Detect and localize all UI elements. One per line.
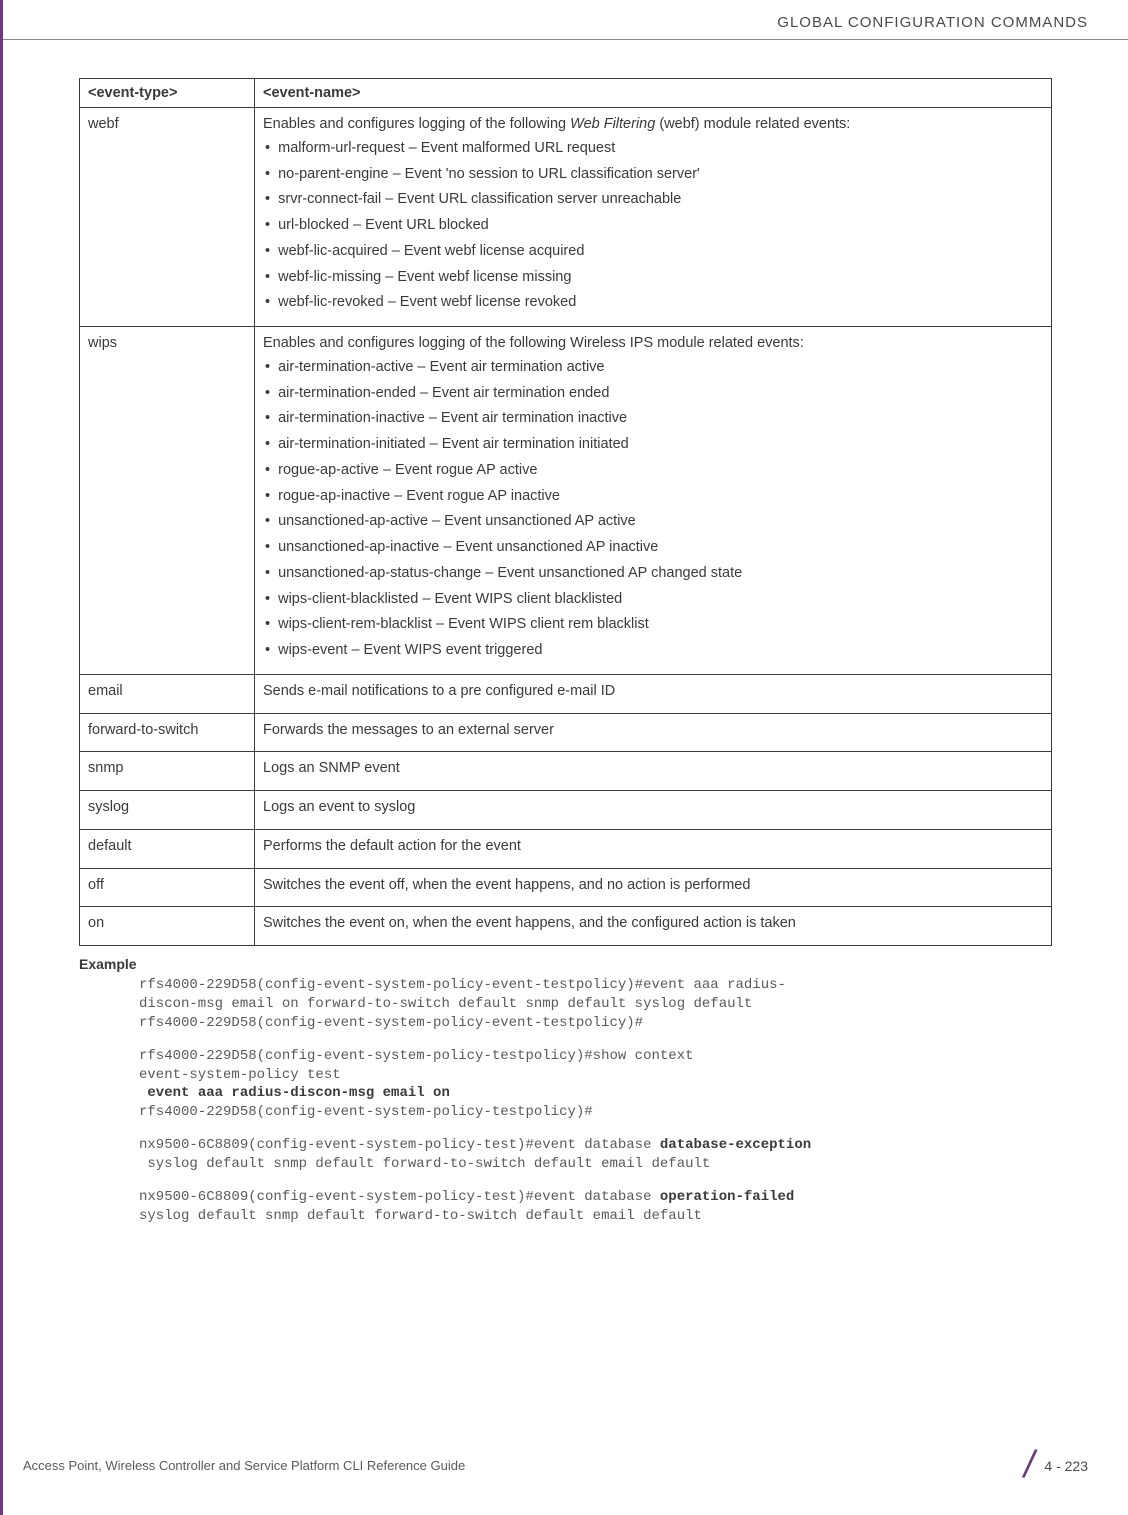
header-title: GLOBAL CONFIGURATION COMMANDS [777,14,1088,31]
list-item: unsanctioned-ap-active – Event unsanctio… [265,509,1043,535]
footer-text: Access Point, Wireless Controller and Se… [23,1458,465,1473]
list-item: url-blocked – Event URL blocked [265,213,1043,239]
cell-key-forward: forward-to-switch [80,713,255,752]
example-label: Example [79,956,1052,972]
cell-desc-off: Switches the event off, when the event h… [255,868,1052,907]
slash-icon: / [1024,1444,1035,1487]
list-item: unsanctioned-ap-status-change – Event un… [265,561,1043,587]
cell-desc-default: Performs the default action for the even… [255,829,1052,868]
list-item: wips-client-rem-blacklist – Event WIPS c… [265,612,1043,638]
page-footer: Access Point, Wireless Controller and Se… [3,1444,1128,1487]
list-item: srvr-connect-fail – Event URL classifica… [265,187,1043,213]
cell-key-email: email [80,674,255,713]
cell-key-snmp: snmp [80,752,255,791]
cell-key-off: off [80,868,255,907]
th-event-type: <event-type> [80,79,255,108]
list-item: air-termination-inactive – Event air ter… [265,406,1043,432]
table-row: snmp Logs an SNMP event [80,752,1052,791]
page-header: GLOBAL CONFIGURATION COMMANDS [3,0,1128,40]
event-table: <event-type> <event-name> webf Enables a… [79,78,1052,946]
code-line: rfs4000-229D58(config-event-system-polic… [139,1048,694,1083]
code-pre: nx9500-6C8809(config-event-system-policy… [139,1189,660,1205]
table-row: on Switches the event on, when the event… [80,907,1052,946]
list-item: no-parent-engine – Event 'no session to … [265,162,1043,188]
wips-intro: Enables and configures logging of the fo… [263,335,804,351]
list-item: webf-lic-acquired – Event webf license a… [265,239,1043,265]
cell-desc-wips: Enables and configures logging of the fo… [255,327,1052,675]
cell-desc-webf: Enables and configures logging of the fo… [255,108,1052,327]
list-item: wips-client-blacklisted – Event WIPS cli… [265,587,1043,613]
code-bold: database-exception [660,1137,811,1153]
list-item: webf-lic-missing – Event webf license mi… [265,265,1043,291]
webf-intro-italic: Web Filtering [570,116,655,132]
code-block-3: nx9500-6C8809(config-event-system-policy… [139,1136,1052,1174]
code-bold: operation-failed [660,1189,794,1205]
code-block-4: nx9500-6C8809(config-event-system-policy… [139,1188,1052,1226]
webf-intro-pre: Enables and configures logging of the fo… [263,116,570,132]
cell-key-syslog: syslog [80,791,255,830]
cell-desc-syslog: Logs an event to syslog [255,791,1052,830]
code-bold: event aaa radius-discon-msg email on [139,1085,450,1101]
page-number: 4 - 223 [1044,1458,1088,1474]
table-row: syslog Logs an event to syslog [80,791,1052,830]
table-row: forward-to-switch Forwards the messages … [80,713,1052,752]
code-post: syslog default snmp default forward-to-s… [139,1156,710,1172]
table-row: wips Enables and configures logging of t… [80,327,1052,675]
table-row: default Performs the default action for … [80,829,1052,868]
code-block-2: rfs4000-229D58(config-event-system-polic… [139,1047,1052,1123]
list-item: air-termination-ended – Event air termin… [265,381,1043,407]
wips-list: air-termination-active – Event air termi… [263,355,1043,664]
cell-key-on: on [80,907,255,946]
list-item: rogue-ap-active – Event rogue AP active [265,458,1043,484]
cell-desc-email: Sends e-mail notifications to a pre conf… [255,674,1052,713]
code-block-1: rfs4000-229D58(config-event-system-polic… [139,976,1052,1033]
code-line: rfs4000-229D58(config-event-system-polic… [139,1104,593,1120]
table-header-row: <event-type> <event-name> [80,79,1052,108]
list-item: webf-lic-revoked – Event webf license re… [265,290,1043,316]
table-row: webf Enables and configures logging of t… [80,108,1052,327]
th-event-name: <event-name> [255,79,1052,108]
footer-right: / 4 - 223 [1024,1444,1088,1487]
list-item: air-termination-active – Event air termi… [265,355,1043,381]
code-post: syslog default snmp default forward-to-s… [139,1208,702,1224]
list-item: unsanctioned-ap-inactive – Event unsanct… [265,535,1043,561]
cell-key-default: default [80,829,255,868]
list-item: air-termination-initiated – Event air te… [265,432,1043,458]
cell-desc-on: Switches the event on, when the event ha… [255,907,1052,946]
webf-list: malform-url-request – Event malformed UR… [263,136,1043,316]
cell-key-wips: wips [80,327,255,675]
cell-desc-forward: Forwards the messages to an external ser… [255,713,1052,752]
code-pre: nx9500-6C8809(config-event-system-policy… [139,1137,660,1153]
cell-key-webf: webf [80,108,255,327]
list-item: rogue-ap-inactive – Event rogue AP inact… [265,484,1043,510]
footer-line: Access Point, Wireless Controller and Se… [23,1444,1088,1487]
list-item: malform-url-request – Event malformed UR… [265,136,1043,162]
table-row: email Sends e-mail notifications to a pr… [80,674,1052,713]
list-item: wips-event – Event WIPS event triggered [265,638,1043,664]
cell-desc-snmp: Logs an SNMP event [255,752,1052,791]
table-row: off Switches the event off, when the eve… [80,868,1052,907]
webf-intro-post: (webf) module related events: [655,116,850,132]
main-content: <event-type> <event-name> webf Enables a… [3,78,1128,1226]
